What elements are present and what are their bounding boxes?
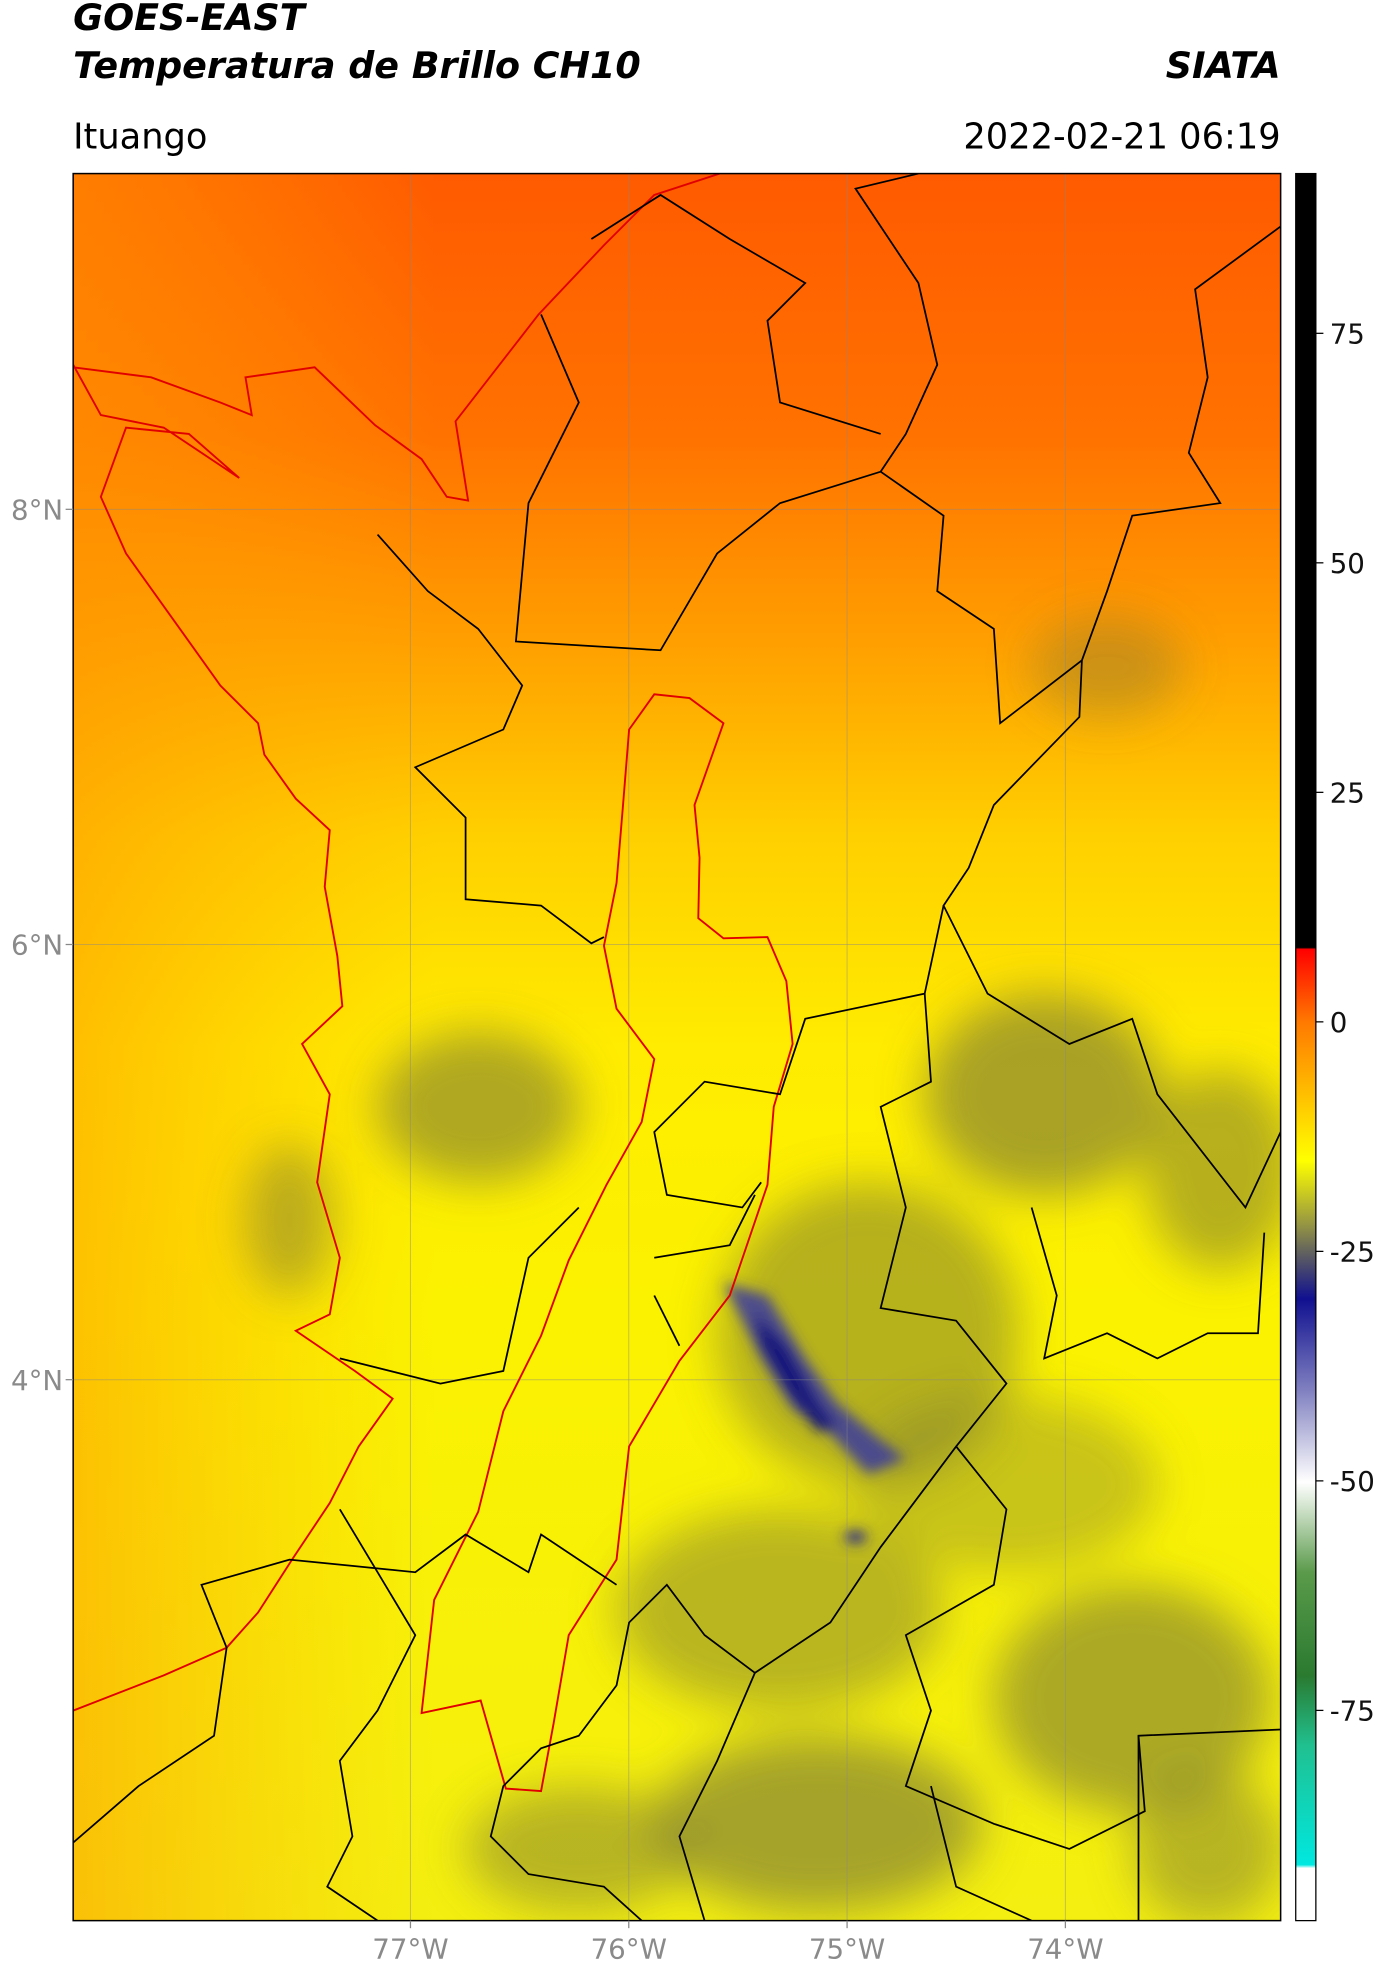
colorbar-tick-label: 75 (1330, 317, 1365, 350)
lat-tick-label: 4°N (11, 1364, 63, 1397)
location: Ituango (73, 116, 207, 157)
colorbar-tick-label: -50 (1330, 1465, 1375, 1498)
grid (73, 173, 1281, 1921)
colorbar (1295, 172, 1317, 1922)
agency: SIATA (1166, 44, 1281, 87)
datetime: 2022-02-21 06:19 (963, 116, 1280, 157)
lon-axis: 77°W 76°W 75°W 74°W (372, 1920, 1104, 1965)
cold-cloud (723, 1282, 906, 1544)
lat-axis: 8°N 6°N 4°N (11, 493, 74, 1397)
lon-tick-label: 76°W (591, 1932, 667, 1965)
colorbar-tick-label: -25 (1330, 1235, 1375, 1268)
colorbar-tick-label: 25 (1330, 776, 1365, 809)
lat-tick-label: 6°N (11, 929, 63, 962)
colorbar-tick-label: -75 (1330, 1694, 1375, 1727)
map-frame (72, 172, 1282, 1922)
subtitle: Temperatura de Brillo CH10 (73, 44, 641, 87)
borders (73, 173, 1281, 1921)
lon-tick-label: 74°W (1027, 1932, 1103, 1965)
title: GOES-EAST (73, 0, 308, 39)
colorbar-tick-label: 0 (1330, 1006, 1348, 1039)
map-field (73, 173, 1281, 1921)
colorbar-axis: 75 50 25 0 -25 -50 -75 (1315, 317, 1375, 1727)
lat-tick-label: 8°N (11, 493, 63, 526)
colorbar-tick-label: 50 (1330, 547, 1365, 580)
coastline (73, 173, 794, 1793)
lon-tick-label: 77°W (372, 1932, 448, 1965)
lon-tick-label: 75°W (809, 1932, 885, 1965)
